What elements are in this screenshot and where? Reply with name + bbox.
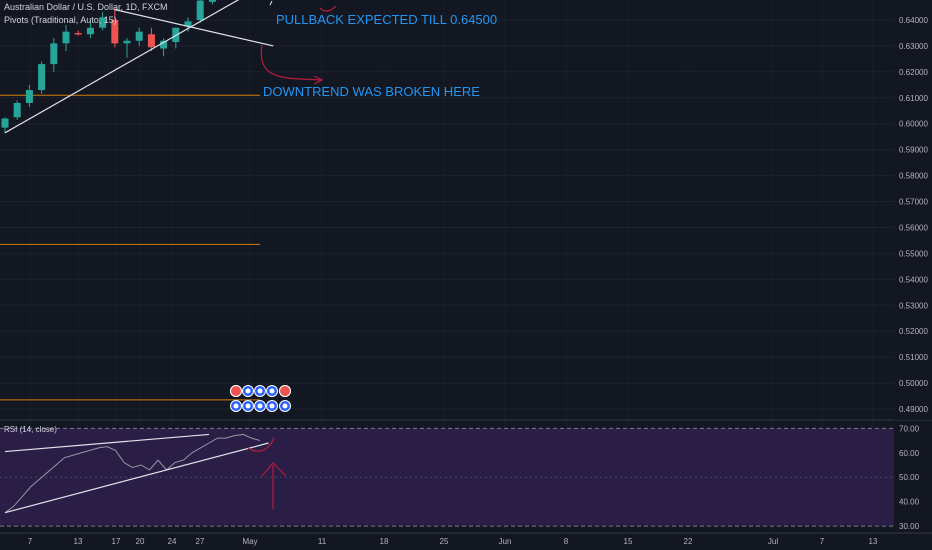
price-tick-label: 0.56000 xyxy=(899,223,928,232)
price-tick-label: 0.63000 xyxy=(899,42,928,51)
time-tick-label: 25 xyxy=(440,537,449,546)
price-tick-label: 0.59000 xyxy=(899,146,928,155)
event-icon-dot xyxy=(245,403,251,409)
price-tick-label: 0.53000 xyxy=(899,301,928,310)
rsi-tick-label: 40.00 xyxy=(899,498,920,507)
rsi-trendline[interactable] xyxy=(4,442,269,514)
candle-body[interactable] xyxy=(13,102,21,118)
candle-body[interactable] xyxy=(50,43,58,65)
time-tick-label: 13 xyxy=(869,537,878,546)
candle-body[interactable] xyxy=(147,34,155,48)
price-tick-label: 0.57000 xyxy=(899,198,928,207)
candle-body[interactable] xyxy=(184,21,192,27)
event-icon-dot xyxy=(233,403,239,409)
price-trendline[interactable] xyxy=(114,9,274,47)
candle-body[interactable] xyxy=(160,40,168,49)
price-tick-label: 0.64000 xyxy=(899,16,928,25)
pullback-annotation[interactable]: PULLBACK EXPECTED TILL 0.64500 xyxy=(276,12,498,27)
event-icon-dot xyxy=(269,388,275,394)
rsi-trendline[interactable] xyxy=(4,433,210,453)
time-tick-label: 24 xyxy=(168,537,177,546)
symbol-legend: Australian Dollar / U.S. Dollar, 1D, FXC… xyxy=(4,2,168,12)
time-tick-label: Jun xyxy=(499,537,512,546)
rsi-legend: RSI (14, close) xyxy=(4,425,57,434)
time-tick-label: 13 xyxy=(74,537,83,546)
event-icon-dot xyxy=(269,403,275,409)
rsi-up-arrowhead xyxy=(261,462,287,477)
event-icon-dot xyxy=(282,403,288,409)
price-tick-label: 0.50000 xyxy=(899,379,928,388)
time-tick-label: 7 xyxy=(820,537,825,546)
downtrend-annotation[interactable]: DOWNTREND WAS BROKEN HERE xyxy=(263,84,480,99)
event-icon-dot xyxy=(257,403,263,409)
time-tick-label: May xyxy=(242,537,257,546)
price-tick-label: 0.49000 xyxy=(899,405,928,414)
arrowhead xyxy=(313,75,324,85)
price-tick-label: 0.58000 xyxy=(899,172,928,181)
price-tick-label: 0.52000 xyxy=(899,327,928,336)
time-tick-label: 27 xyxy=(196,537,205,546)
time-tick-label: 11 xyxy=(318,537,327,546)
candle-body[interactable] xyxy=(123,40,131,44)
candle-body[interactable] xyxy=(99,17,107,28)
candle-body[interactable] xyxy=(135,31,143,41)
price-trendline[interactable] xyxy=(4,0,273,134)
event-icon[interactable] xyxy=(279,385,291,397)
rsi-tick-label: 70.00 xyxy=(899,424,920,433)
candle-body[interactable] xyxy=(25,90,33,103)
time-tick-label: 17 xyxy=(112,537,121,546)
rsi-curve-marker[interactable] xyxy=(247,437,275,452)
rsi-tick-label: 60.00 xyxy=(899,449,920,458)
curved-arrow-top[interactable] xyxy=(319,5,337,12)
time-tick-label: Jul xyxy=(768,537,778,546)
time-tick-label: 7 xyxy=(28,537,33,546)
candle-body[interactable] xyxy=(208,0,216,2)
time-tick-label: 20 xyxy=(136,537,145,546)
price-tick-label: 0.61000 xyxy=(899,94,928,103)
event-icon[interactable] xyxy=(230,385,242,397)
rsi-line[interactable] xyxy=(4,433,261,514)
curved-arrow[interactable] xyxy=(260,44,323,81)
rsi-tick-label: 50.00 xyxy=(899,473,920,482)
price-axis xyxy=(894,0,932,420)
event-icon-dot xyxy=(245,388,251,394)
price-tick-label: 0.60000 xyxy=(899,120,928,129)
candle-body[interactable] xyxy=(86,27,94,35)
drawing-marker xyxy=(269,0,273,6)
rsi-axis xyxy=(894,421,932,531)
event-icon-dot xyxy=(257,388,263,394)
candle-body[interactable] xyxy=(62,31,70,44)
time-tick-label: 18 xyxy=(380,537,389,546)
rsi-tick-label: 30.00 xyxy=(899,522,920,531)
pivots-legend: Pivots (Traditional, Auto, 15) xyxy=(4,15,117,25)
candle-body[interactable] xyxy=(111,20,119,44)
time-tick-label: 8 xyxy=(564,537,569,546)
time-tick-label: 22 xyxy=(684,537,693,546)
price-tick-label: 0.51000 xyxy=(899,353,928,362)
candle-body[interactable] xyxy=(38,64,46,91)
price-tick-label: 0.54000 xyxy=(899,275,928,284)
candle-body[interactable] xyxy=(196,0,204,21)
price-tick-label: 0.62000 xyxy=(899,68,928,77)
candle-body[interactable] xyxy=(1,118,9,128)
time-tick-label: 15 xyxy=(624,537,633,546)
candle-body[interactable] xyxy=(74,32,82,35)
price-tick-label: 0.55000 xyxy=(899,249,928,258)
